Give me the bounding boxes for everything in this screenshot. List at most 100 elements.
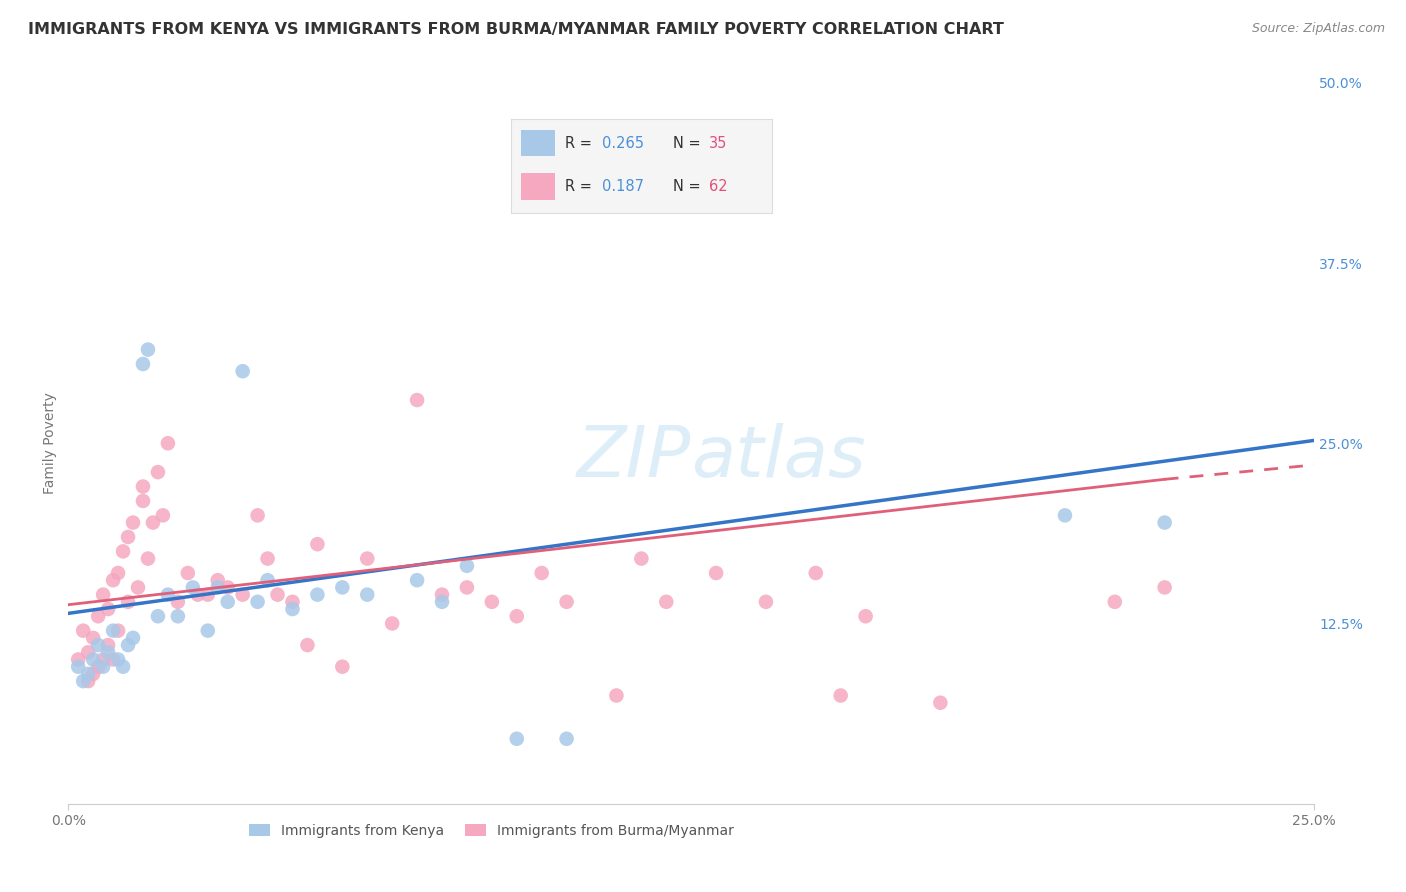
Point	[117, 595, 139, 609]
Point	[307, 537, 329, 551]
Point	[167, 595, 190, 609]
Point	[146, 609, 169, 624]
Point	[256, 573, 278, 587]
Point	[297, 638, 319, 652]
Point	[97, 638, 120, 652]
Point	[122, 631, 145, 645]
Point	[87, 609, 110, 624]
Point	[67, 659, 90, 673]
Point	[256, 551, 278, 566]
Point	[187, 588, 209, 602]
Text: ZIP: ZIP	[576, 423, 692, 492]
Point	[97, 645, 120, 659]
Point	[804, 566, 827, 580]
Point	[146, 465, 169, 479]
Point	[406, 573, 429, 587]
Point	[1153, 516, 1175, 530]
Point	[530, 566, 553, 580]
Point	[87, 638, 110, 652]
Point	[117, 638, 139, 652]
Point	[430, 588, 453, 602]
Point	[281, 602, 304, 616]
Point	[555, 731, 578, 746]
Point	[207, 581, 229, 595]
Point	[136, 343, 159, 357]
Point	[1053, 508, 1076, 523]
Point	[430, 595, 453, 609]
Point	[117, 530, 139, 544]
Point	[197, 624, 219, 638]
Point	[77, 645, 100, 659]
Point	[132, 357, 155, 371]
Point	[72, 674, 94, 689]
Point	[107, 566, 129, 580]
Point	[217, 595, 239, 609]
Point	[72, 624, 94, 638]
Point	[330, 659, 353, 673]
Point	[181, 581, 204, 595]
Point	[207, 573, 229, 587]
Point	[136, 551, 159, 566]
Point	[77, 666, 100, 681]
Point	[112, 659, 135, 673]
Point	[630, 551, 652, 566]
Point	[356, 551, 378, 566]
Point	[77, 674, 100, 689]
Point	[107, 652, 129, 666]
Point	[307, 588, 329, 602]
Point	[266, 588, 288, 602]
Text: Source: ZipAtlas.com: Source: ZipAtlas.com	[1251, 22, 1385, 36]
Point	[91, 652, 114, 666]
Point	[855, 609, 877, 624]
Point	[152, 508, 174, 523]
Text: IMMIGRANTS FROM KENYA VS IMMIGRANTS FROM BURMA/MYANMAR FAMILY POVERTY CORRELATIO: IMMIGRANTS FROM KENYA VS IMMIGRANTS FROM…	[28, 22, 1004, 37]
Point	[156, 436, 179, 450]
Point	[127, 581, 149, 595]
Point	[555, 595, 578, 609]
Point	[830, 689, 852, 703]
Point	[356, 588, 378, 602]
Point	[456, 581, 478, 595]
Point	[281, 595, 304, 609]
Point	[929, 696, 952, 710]
Point	[91, 588, 114, 602]
Point	[456, 558, 478, 573]
Point	[1104, 595, 1126, 609]
Point	[232, 588, 254, 602]
Point	[132, 479, 155, 493]
Point	[481, 595, 503, 609]
Point	[156, 588, 179, 602]
Point	[82, 652, 104, 666]
Point	[82, 666, 104, 681]
Point	[704, 566, 727, 580]
Point	[97, 602, 120, 616]
Point	[197, 588, 219, 602]
Point	[506, 609, 529, 624]
Point	[605, 689, 627, 703]
Point	[1153, 581, 1175, 595]
Point	[101, 573, 124, 587]
Point	[246, 595, 269, 609]
Point	[755, 595, 778, 609]
Point	[107, 624, 129, 638]
Point	[91, 659, 114, 673]
Text: atlas: atlas	[692, 423, 866, 492]
Point	[506, 731, 529, 746]
Point	[82, 631, 104, 645]
Point	[217, 581, 239, 595]
Y-axis label: Family Poverty: Family Poverty	[44, 392, 58, 494]
Point	[101, 652, 124, 666]
Point	[142, 516, 165, 530]
Point	[122, 516, 145, 530]
Point	[406, 392, 429, 407]
Point	[330, 581, 353, 595]
Point	[132, 494, 155, 508]
Point	[101, 624, 124, 638]
Point	[246, 508, 269, 523]
Point	[655, 595, 678, 609]
Point	[177, 566, 200, 580]
Point	[167, 609, 190, 624]
Point	[67, 652, 90, 666]
Point	[112, 544, 135, 558]
Point	[87, 659, 110, 673]
